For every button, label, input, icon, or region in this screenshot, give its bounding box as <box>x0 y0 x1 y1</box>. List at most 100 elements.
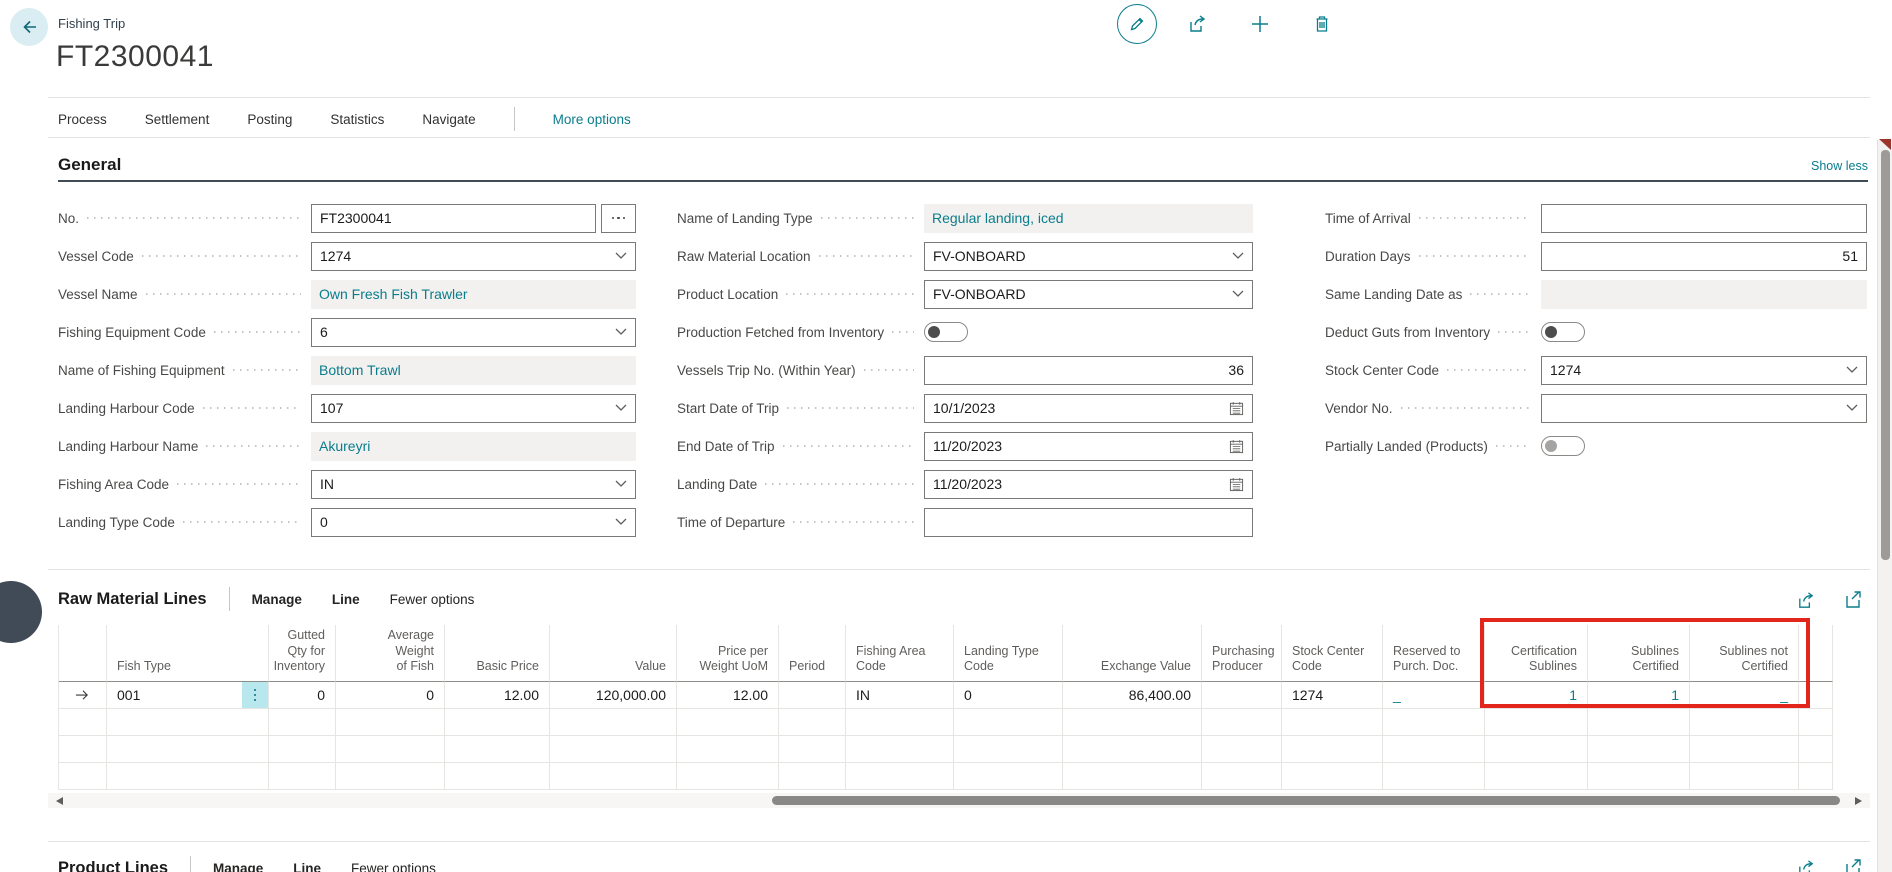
cell-value[interactable]: 1 <box>1671 687 1679 703</box>
empty-cell[interactable] <box>550 763 677 790</box>
duration-days-input[interactable]: 51 <box>1541 241 1867 271</box>
cell-average-weight-of-fish[interactable]: 0 <box>336 682 445 709</box>
landing-harbour-code-input[interactable]: 107 <box>311 393 636 423</box>
cell-stock-center-code[interactable]: 1274 <box>1282 682 1383 709</box>
end-date-of-trip-input[interactable]: 11/20/2023 <box>924 431 1253 461</box>
empty-cell[interactable] <box>779 736 846 763</box>
empty-cell[interactable] <box>1485 709 1588 736</box>
column-header-sublines-not-certified[interactable]: Sublines not Certified <box>1690 625 1799 682</box>
menu-item-fewer-options[interactable]: Fewer options <box>389 591 475 607</box>
empty-cell[interactable] <box>1690 763 1799 790</box>
empty-cell[interactable] <box>59 763 107 790</box>
vertical-scrollbar-thumb[interactable] <box>1881 150 1890 560</box>
empty-cell[interactable] <box>954 763 1063 790</box>
empty-cell[interactable] <box>269 709 336 736</box>
empty-cell[interactable] <box>1202 763 1282 790</box>
empty-cell[interactable] <box>846 763 954 790</box>
empty-cell[interactable] <box>269 763 336 790</box>
empty-cell[interactable] <box>1063 736 1202 763</box>
empty-cell[interactable] <box>107 709 269 736</box>
empty-cell[interactable] <box>445 709 550 736</box>
open-in-new-window-button[interactable] <box>1842 588 1866 612</box>
show-less-link[interactable]: Show less <box>1811 159 1868 173</box>
landing-date-input[interactable]: 11/20/2023 <box>924 469 1253 499</box>
empty-cell[interactable] <box>1799 709 1833 736</box>
menu-item-navigate[interactable]: Navigate <box>422 111 476 127</box>
empty-cell[interactable] <box>1485 763 1588 790</box>
row-options-button[interactable] <box>242 682 268 708</box>
empty-cell[interactable] <box>1063 763 1202 790</box>
empty-cell[interactable] <box>677 736 779 763</box>
part-share-button[interactable] <box>1794 588 1818 612</box>
menu-item-manage[interactable]: Manage <box>213 860 264 872</box>
empty-cell[interactable] <box>846 709 954 736</box>
more-options-button[interactable]: More options <box>552 111 631 127</box>
general-section-heading[interactable]: General <box>58 155 122 174</box>
column-header-value[interactable]: Value <box>550 625 677 682</box>
empty-cell[interactable] <box>445 736 550 763</box>
empty-cell[interactable] <box>1282 763 1383 790</box>
column-header-price-per-weight-uom[interactable]: Price per Weight UoM <box>677 625 779 682</box>
empty-cell[interactable] <box>1383 709 1485 736</box>
cell-value[interactable]: 1 <box>1569 687 1577 703</box>
empty-cell[interactable] <box>1588 709 1690 736</box>
delete-button[interactable] <box>1310 12 1334 36</box>
menu-item-settlement[interactable]: Settlement <box>144 111 210 127</box>
back-button[interactable] <box>10 8 48 46</box>
scroll-right-arrow-icon[interactable] <box>1855 796 1862 805</box>
raw-material-location-input[interactable]: FV-ONBOARD <box>924 241 1253 271</box>
column-header-landing-type-code[interactable]: Landing Type Code <box>954 625 1063 682</box>
cell-value[interactable]: _ <box>1393 687 1401 703</box>
edit-button[interactable] <box>1117 4 1157 44</box>
empty-cell[interactable] <box>1690 736 1799 763</box>
empty-cell[interactable] <box>1383 736 1485 763</box>
side-panel-handle[interactable] <box>0 581 42 643</box>
landing-harbour-name-value[interactable]: Akureyri <box>311 431 636 461</box>
new-record-button[interactable] <box>1248 12 1272 36</box>
stock-center-code-input[interactable]: 1274 <box>1541 355 1867 385</box>
empty-cell[interactable] <box>677 709 779 736</box>
cell-value[interactable]: _ <box>1780 687 1788 703</box>
name-of-fishing-equipment-value[interactable]: Bottom Trawl <box>311 355 636 385</box>
column-header-fish-type[interactable]: Fish Type <box>107 625 269 682</box>
column-header-reserved-to-purch-doc[interactable]: Reserved to Purch. Doc. <box>1383 625 1485 682</box>
fishing-area-code-input[interactable]: IN <box>311 469 636 499</box>
cell-value[interactable]: 120,000.00 <box>550 682 677 709</box>
menu-item-line[interactable]: Line <box>331 591 360 607</box>
cell-purchasing-producer[interactable] <box>1202 682 1282 709</box>
horizontal-scrollbar[interactable] <box>48 793 1870 808</box>
no-input[interactable]: FT2300041 <box>311 203 596 233</box>
vessel-code-input[interactable]: 1274 <box>311 241 636 271</box>
column-header-average-weight-of-fish[interactable]: Average Weight of Fish <box>336 625 445 682</box>
empty-cell[interactable] <box>336 736 445 763</box>
empty-cell[interactable] <box>550 736 677 763</box>
empty-cell[interactable] <box>846 736 954 763</box>
no-assist-edit-button[interactable] <box>601 203 636 233</box>
empty-cell[interactable] <box>954 709 1063 736</box>
cell-landing-type-code[interactable]: 0 <box>954 682 1063 709</box>
time-of-departure-input[interactable] <box>924 507 1253 537</box>
empty-cell[interactable] <box>1799 763 1833 790</box>
column-header-exchange-value[interactable]: Exchange Value <box>1063 625 1202 682</box>
empty-cell[interactable] <box>550 709 677 736</box>
column-header-purchasing-producer[interactable]: Purchasing Producer <box>1202 625 1282 682</box>
production-fetched-from-inventory-toggle[interactable] <box>924 322 968 342</box>
empty-cell[interactable] <box>269 736 336 763</box>
empty-cell[interactable] <box>445 763 550 790</box>
open-in-new-window-button[interactable] <box>1842 856 1866 872</box>
menu-item-manage[interactable]: Manage <box>251 591 302 607</box>
deduct-guts-from-inventory-toggle[interactable] <box>1541 322 1585 342</box>
menu-item-statistics[interactable]: Statistics <box>330 111 385 127</box>
column-header-gutted-qty-for-inventory[interactable]: Gutted Qty for Inventory <box>269 625 336 682</box>
cell-sublines-not-certified[interactable]: _ <box>1690 682 1799 709</box>
column-header-basic-price[interactable]: Basic Price <box>445 625 550 682</box>
column-header-stock-center-code[interactable]: Stock Center Code <box>1282 625 1383 682</box>
empty-cell[interactable] <box>1282 709 1383 736</box>
empty-cell[interactable] <box>1690 709 1799 736</box>
part-share-button[interactable] <box>1794 856 1818 872</box>
vessels-trip-no-within-year-input[interactable]: 36 <box>924 355 1253 385</box>
empty-cell[interactable] <box>59 736 107 763</box>
scroll-left-arrow-icon[interactable] <box>56 796 63 805</box>
empty-cell[interactable] <box>59 709 107 736</box>
cell-price-per-weight-uom[interactable]: 12.00 <box>677 682 779 709</box>
